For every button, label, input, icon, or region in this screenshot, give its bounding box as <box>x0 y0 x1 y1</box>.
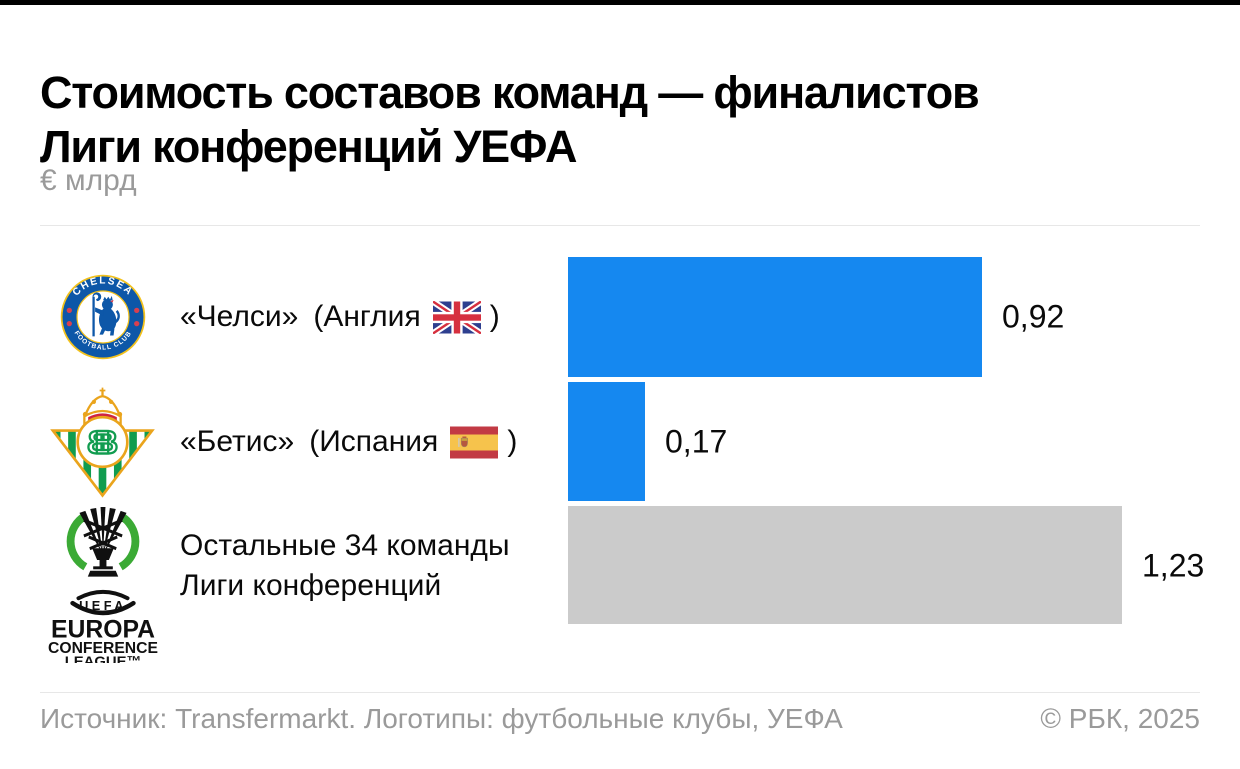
uefa-left-arc <box>66 512 87 571</box>
row-label-others: Остальные 34 команды Лиги конференций <box>180 506 562 626</box>
club-country: (Англия <box>313 300 421 333</box>
uefa-trophy <box>78 506 127 577</box>
spain-flag-icon <box>450 426 499 458</box>
club-name: «Бетис» <box>180 425 295 458</box>
club-country-close: ) <box>489 300 500 333</box>
top-border <box>0 0 1240 5</box>
betis-logo-cell: B B <box>40 382 165 502</box>
svg-text:B: B <box>87 424 110 460</box>
bar-others <box>568 506 1122 624</box>
uefa-right-arc <box>118 512 139 571</box>
chelsea-crest-icon: CHELSEA FOOTBALL CLUB <box>60 274 145 360</box>
chart-row-chelsea: CHELSEA FOOTBALL CLUB «Челси» (Англия <box>0 257 1240 377</box>
club-name: Остальные 34 команды Лиги конференций <box>180 529 510 602</box>
bar-value-betis: 0,17 <box>665 423 728 460</box>
row-label-chelsea: «Челси» (Англия ) <box>180 257 562 377</box>
club-name: «Челси» <box>180 300 299 333</box>
betis-monogram: B B <box>86 423 119 461</box>
page-title: Стоимость составов команд — финалистов Л… <box>40 66 1180 174</box>
page-title-line-1: Стоимость составов команд — финалистов <box>40 67 980 119</box>
bar-betis <box>568 382 645 501</box>
uefa-text-europa: EUROPA <box>50 616 154 643</box>
svg-text:UEFA: UEFA <box>79 598 127 613</box>
chart-row-others: UEFA EUROPA CONFERENCE LEAGUE™ Остальные… <box>0 506 1240 663</box>
uefa-text-league: LEAGUE™ <box>64 654 141 663</box>
club-country: (Испания <box>309 425 439 458</box>
top-divider <box>40 225 1200 226</box>
svg-text:B: B <box>95 424 118 460</box>
page-title-line-2: Лиги конференций УЕФА <box>40 121 578 173</box>
chelsea-lion-figure <box>91 292 120 337</box>
uefa-text-conference: CONFERENCE <box>48 640 158 657</box>
uefa-wordmark: UEFA <box>69 589 136 616</box>
club-country-close: ) <box>507 425 518 458</box>
spain-coat-of-arms <box>458 436 469 447</box>
uk-flag-icon <box>432 300 481 334</box>
bar-value-others: 1,23 <box>1142 547 1205 584</box>
bar-chelsea <box>568 257 982 377</box>
chelsea-lion-detail <box>109 299 114 303</box>
chart-row-betis: B B «Бетис» (Испания ) 0,17 <box>0 382 1240 502</box>
bar-value-chelsea: 0,92 <box>1002 298 1065 335</box>
footer-source-text: Источник: Transfermarkt. Логотипы: футбо… <box>40 703 843 734</box>
footer-copyright: © РБК, 2025 <box>1040 703 1200 734</box>
footer-divider <box>40 692 1200 693</box>
uefa-conference-league-logo-icon: UEFA EUROPA CONFERENCE LEAGUE™ <box>48 506 158 663</box>
betis-crest-icon: B B <box>50 387 155 498</box>
units-label: € млрд <box>40 164 137 197</box>
row-label-betis: «Бетис» (Испания ) <box>180 382 562 502</box>
uefa-logo-cell: UEFA EUROPA CONFERENCE LEAGUE™ <box>40 506 165 663</box>
chelsea-logo-cell: CHELSEA FOOTBALL CLUB <box>40 257 165 377</box>
